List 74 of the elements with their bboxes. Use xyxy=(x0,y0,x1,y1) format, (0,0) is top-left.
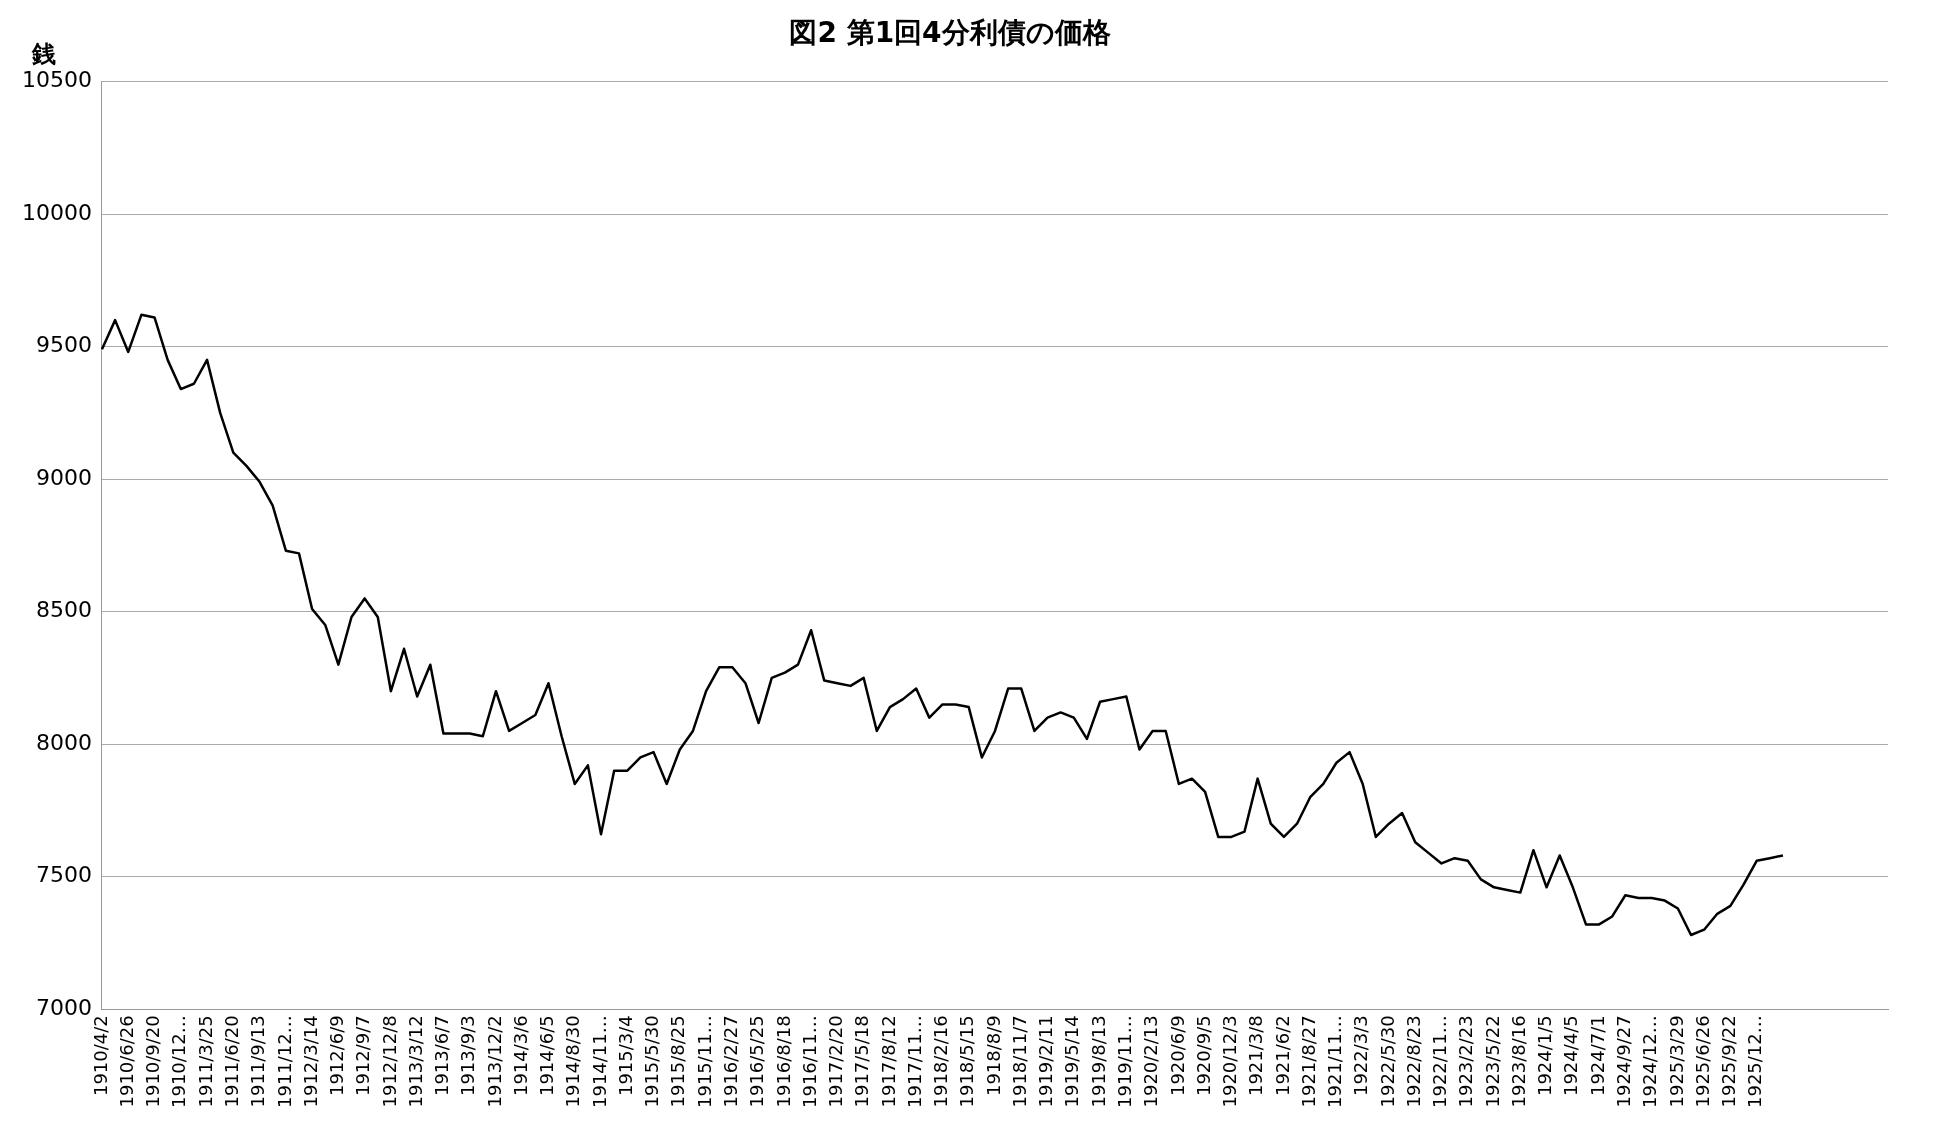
x-tick-label: 1911/6/20 xyxy=(220,1015,242,1108)
x-tick-label: 1923/5/22 xyxy=(1481,1015,1503,1108)
x-tick-label: 1910/12… xyxy=(168,1015,190,1108)
x-tick-label: 1913/12/2 xyxy=(483,1015,505,1108)
x-tick-label: 1925/6/26 xyxy=(1691,1015,1713,1108)
x-tick-label: 1910/6/26 xyxy=(115,1015,137,1108)
x-tick-label: 1924/4/5 xyxy=(1560,1015,1582,1097)
x-tick-label: 1918/5/15 xyxy=(956,1015,978,1108)
x-tick-label: 1914/3/6 xyxy=(509,1015,531,1097)
y-axis-title: 銭 xyxy=(31,39,56,68)
x-tick-label: 1921/11… xyxy=(1324,1015,1346,1108)
x-tick-label: 1916/11… xyxy=(798,1015,820,1108)
x-tick-label: 1911/9/13 xyxy=(247,1015,269,1108)
x-tick-label: 1920/12/3 xyxy=(1219,1015,1241,1108)
y-tick-label: 9500 xyxy=(35,332,92,358)
x-tick-label: 1918/11/7 xyxy=(1008,1015,1030,1108)
x-tick-label: 1917/11… xyxy=(903,1015,925,1108)
x-tick-label: 1912/12/8 xyxy=(378,1015,400,1108)
x-tick-label: 1917/5/18 xyxy=(851,1015,873,1108)
x-tick-label: 1919/11… xyxy=(1113,1015,1135,1108)
x-tick-label: 1922/3/3 xyxy=(1350,1015,1372,1097)
x-tick-label: 1917/2/20 xyxy=(825,1015,847,1108)
x-tick-label: 1912/3/14 xyxy=(299,1015,321,1108)
x-tick-label: 1921/8/27 xyxy=(1297,1015,1319,1108)
x-tick-label: 1917/8/12 xyxy=(877,1015,899,1108)
x-tick-label: 1919/8/13 xyxy=(1087,1015,1109,1108)
x-tick-label: 1919/2/11 xyxy=(1035,1015,1057,1108)
x-tick-label: 1921/3/8 xyxy=(1245,1015,1267,1097)
chart-title: 図2 第1回4分利債の価格 xyxy=(789,16,1111,50)
x-tick-label: 1918/8/9 xyxy=(982,1015,1004,1097)
x-tick-label: 1925/12… xyxy=(1744,1015,1766,1108)
x-tick-label: 1910/4/2 xyxy=(89,1015,111,1097)
x-tick-label: 1922/5/30 xyxy=(1376,1015,1398,1108)
x-tick-label: 1924/12… xyxy=(1639,1015,1661,1108)
x-tick-label: 1915/11… xyxy=(693,1015,715,1108)
x-tick-label: 1910/9/20 xyxy=(142,1015,164,1108)
x-tick-label: 1920/6/9 xyxy=(1166,1015,1188,1097)
y-tick-label: 10000 xyxy=(21,199,92,225)
y-tick-label: 9000 xyxy=(35,464,92,490)
y-tick-label: 7500 xyxy=(35,862,92,888)
x-tick-label: 1924/9/27 xyxy=(1613,1015,1635,1108)
x-tick-label: 1915/3/4 xyxy=(614,1015,636,1097)
x-tick-label: 1916/5/25 xyxy=(746,1015,768,1108)
y-tick-label: 8500 xyxy=(35,597,92,623)
y-tick-label: 8000 xyxy=(35,729,92,755)
x-tick-label: 1925/9/22 xyxy=(1718,1015,1740,1108)
x-tick-label: 1921/6/2 xyxy=(1271,1015,1293,1097)
x-tick-label: 1920/2/13 xyxy=(1140,1015,1162,1108)
x-tick-label: 1915/8/25 xyxy=(667,1015,689,1108)
x-tick-label: 1923/2/23 xyxy=(1455,1015,1477,1108)
x-tick-label: 1911/3/25 xyxy=(194,1015,216,1108)
x-tick-label: 1925/3/29 xyxy=(1665,1015,1687,1108)
x-tick-label: 1914/11… xyxy=(588,1015,610,1108)
x-tick-label: 1924/7/1 xyxy=(1586,1015,1608,1097)
x-tick-label: 1913/6/7 xyxy=(431,1015,453,1097)
x-tick-label: 1912/6/9 xyxy=(326,1015,348,1097)
x-tick-label: 1911/12… xyxy=(273,1015,295,1108)
y-tick-label: 7000 xyxy=(35,994,92,1020)
x-tick-label: 1916/8/18 xyxy=(772,1015,794,1108)
x-tick-label: 1924/1/5 xyxy=(1534,1015,1556,1097)
x-tick-label: 1922/11… xyxy=(1429,1015,1451,1108)
x-tick-label: 1916/2/27 xyxy=(720,1015,742,1108)
x-tick-label: 1915/5/30 xyxy=(641,1015,663,1108)
x-tick-label: 1914/8/30 xyxy=(562,1015,584,1108)
x-tick-label: 1918/2/16 xyxy=(930,1015,952,1108)
y-tick-label: 10500 xyxy=(21,67,92,93)
x-tick-label: 1922/8/23 xyxy=(1402,1015,1424,1108)
x-tick-label: 1913/9/3 xyxy=(457,1015,479,1097)
x-tick-label: 1912/9/7 xyxy=(352,1015,374,1097)
x-tick-label: 1923/8/16 xyxy=(1507,1015,1529,1108)
x-tick-label: 1920/9/5 xyxy=(1192,1015,1214,1097)
x-tick-label: 1919/5/14 xyxy=(1061,1015,1083,1108)
x-tick-label: 1913/3/12 xyxy=(404,1015,426,1108)
x-tick-label: 1914/6/5 xyxy=(536,1015,558,1097)
